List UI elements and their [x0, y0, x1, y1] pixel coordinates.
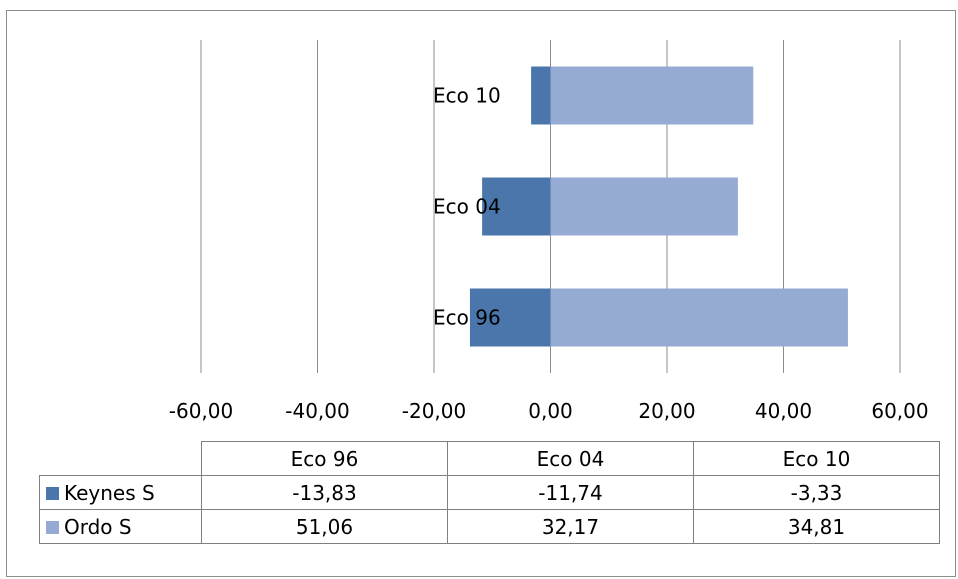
- bar-ordo-s: [550, 66, 754, 125]
- bars: [469, 66, 848, 347]
- legend-cell-ordo: Ordo S: [39, 509, 202, 544]
- table-corner-cell: [39, 441, 202, 476]
- legend-swatch-keynes: [46, 486, 59, 500]
- x-tick-label: -40,00: [285, 399, 349, 423]
- table-row-keynes: Keynes S -13,83 -11,74 -3,33: [39, 475, 940, 510]
- x-tick-label: 20,00: [638, 399, 695, 423]
- category-label: Eco 96: [433, 306, 501, 330]
- table-cell: -11,74: [447, 475, 694, 510]
- legend-label-keynes: Keynes S: [64, 480, 155, 505]
- legend-cell-keynes: Keynes S: [39, 475, 202, 510]
- bar-keynes-s: [482, 177, 551, 236]
- category-label: Eco 10: [433, 84, 501, 108]
- x-tick-label: -60,00: [169, 399, 233, 423]
- legend-label-ordo: Ordo S: [64, 514, 132, 539]
- data-table: Eco 96 Eco 04 Eco 10 Keynes S -13,83 -11…: [39, 441, 940, 544]
- legend-swatch-ordo: [46, 520, 59, 534]
- table-cell: 51,06: [201, 509, 448, 544]
- table-header-cell: Eco 96: [201, 441, 448, 476]
- x-tick-labels: -60,00 -40,00 -20,00 0,00 20,00 40,00 60,00: [169, 399, 929, 423]
- table-header-cell: Eco 10: [693, 441, 940, 476]
- x-tick-label: -20,00: [402, 399, 466, 423]
- bar-ordo-s: [550, 288, 848, 347]
- x-tick-label: 40,00: [755, 399, 812, 423]
- category-label: Eco 04: [433, 195, 501, 219]
- table-cell: -13,83: [201, 475, 448, 510]
- x-tick-label: 0,00: [528, 399, 573, 423]
- table-row-ordo: Ordo S 51,06 32,17 34,81: [39, 509, 940, 544]
- category-labels: Eco 96 Eco 04 Eco 10: [433, 84, 501, 330]
- bar-keynes-s: [469, 288, 551, 347]
- table-header-row: Eco 96 Eco 04 Eco 10: [39, 441, 940, 476]
- table-cell: 34,81: [693, 509, 940, 544]
- table-cell: -3,33: [693, 475, 940, 510]
- bar-chart-plot: Eco 96 Eco 04 Eco 10 -60,00 -40,00 -20,00 0,0…: [169, 40, 929, 423]
- table-header-cell: Eco 04: [447, 441, 694, 476]
- bar-ordo-s: [550, 177, 738, 236]
- table-cell: 32,17: [447, 509, 694, 544]
- x-tick-label: 60,00: [871, 399, 928, 423]
- bar-keynes-s: [531, 66, 551, 125]
